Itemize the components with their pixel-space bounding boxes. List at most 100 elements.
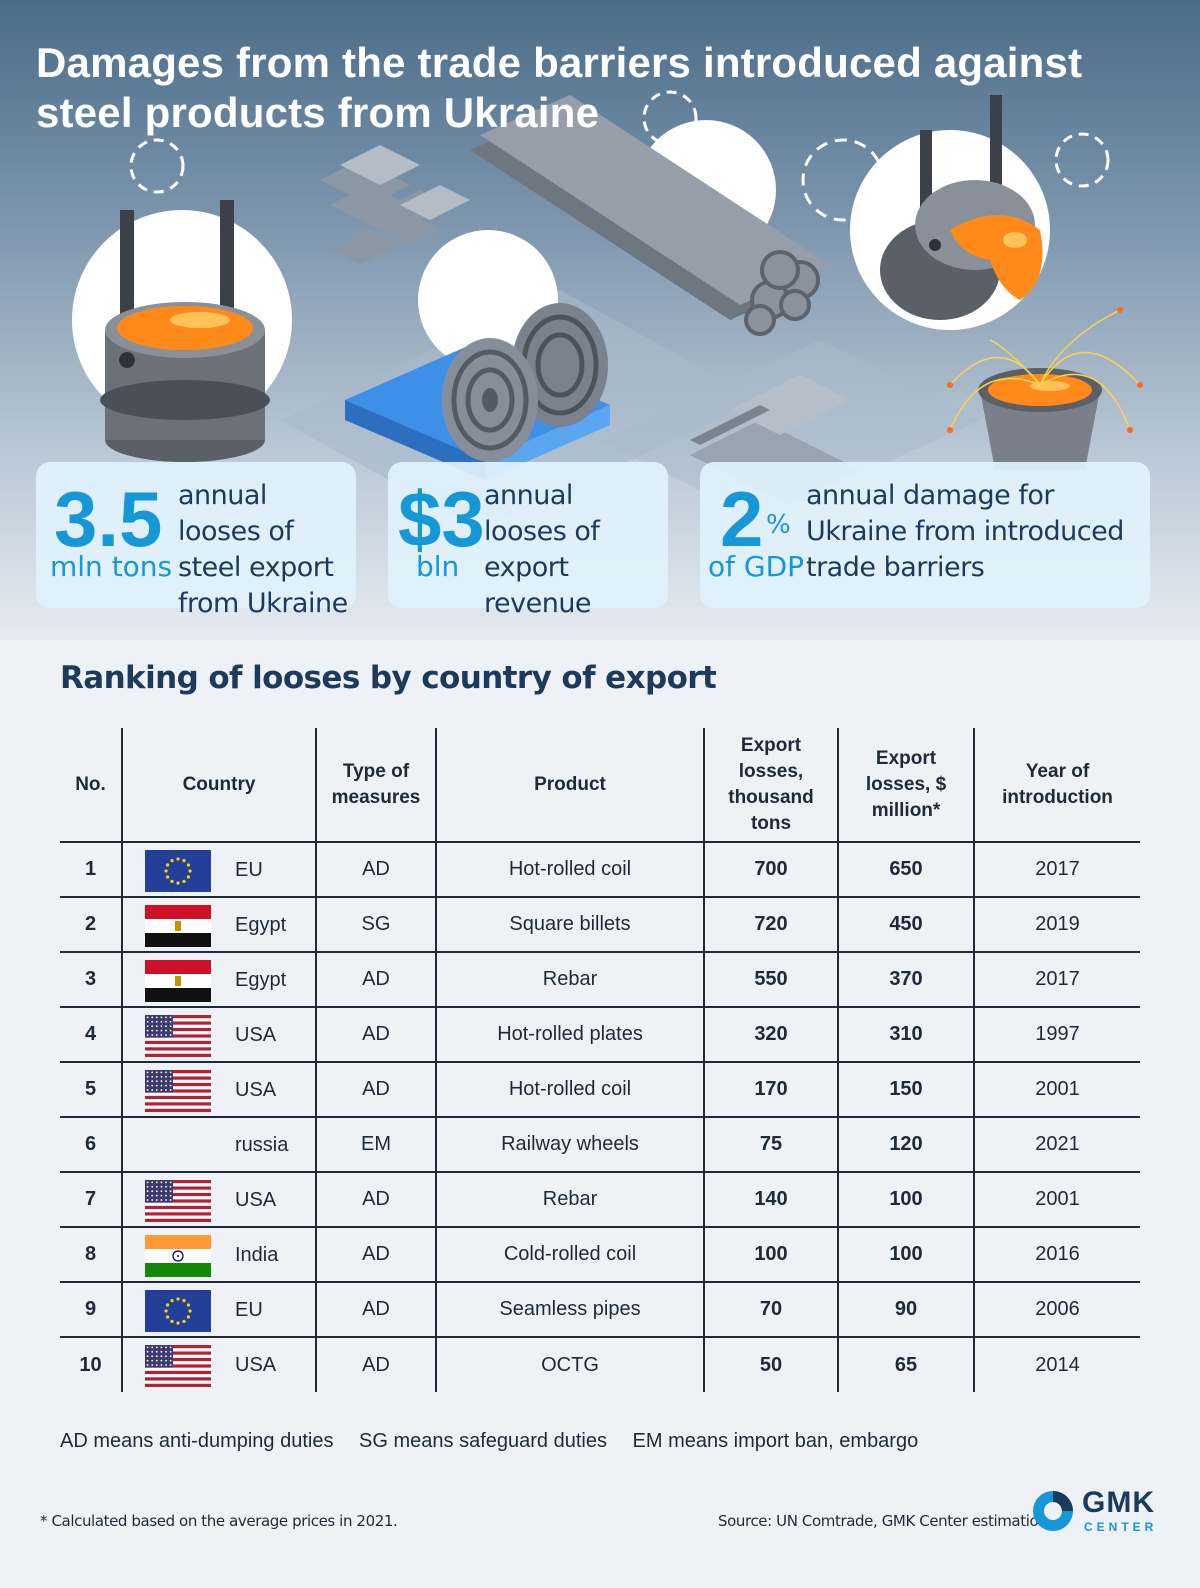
losses-usd: 65 [837, 1337, 974, 1392]
measures-legend: AD means anti-dumping duties SG means sa… [60, 1430, 938, 1453]
year-introduced: 2021 [973, 1117, 1140, 1173]
year-introduced: 2017 [973, 952, 1140, 1008]
country-name: India [235, 1244, 279, 1266]
product-name: Hot-rolled coil [435, 1062, 704, 1118]
pipes-icon [470, 95, 830, 336]
losses-tons: 170 [703, 1062, 838, 1118]
row-number: 8 [60, 1227, 122, 1283]
losses-usd: 310 [837, 1007, 974, 1063]
legend-sg: SG means safeguard duties [359, 1430, 607, 1452]
year-introduced: 1997 [973, 1007, 1140, 1063]
product-name: OCTG [435, 1337, 704, 1392]
losses-tons: 140 [703, 1172, 838, 1228]
country-cell: USA [121, 1337, 316, 1392]
product-name: Cold-rolled coil [435, 1227, 704, 1283]
country-name: USA [235, 1024, 277, 1046]
logo-icon [1033, 1491, 1073, 1531]
egypt-flag-icon [145, 960, 211, 1002]
country-cell: India [121, 1227, 316, 1283]
losses-usd: 90 [837, 1282, 974, 1338]
year-introduced: 2001 [973, 1172, 1140, 1228]
measure-type: AD [315, 1337, 436, 1392]
losses-usd: 450 [837, 897, 974, 953]
hero-banner: Damages from the trade barriers introduc… [0, 0, 1200, 640]
india-flag-icon [145, 1235, 211, 1277]
stat-unit: mln tons [50, 550, 173, 583]
country-cell: USA [121, 1172, 316, 1228]
losses-tons: 550 [703, 952, 838, 1008]
col-header-country: Country [121, 728, 316, 843]
year-introduced: 2014 [973, 1337, 1140, 1392]
measure-type: AD [315, 842, 436, 898]
stat-card-export-tons: 3.5 mln tons annual looses of steel expo… [36, 462, 356, 619]
row-number: 7 [60, 1172, 122, 1228]
year-introduced: 2017 [973, 842, 1140, 898]
losses-tons: 50 [703, 1337, 838, 1392]
measure-type: SG [315, 897, 436, 953]
country-name: Egypt [235, 969, 287, 991]
pouring-ladle-icon [880, 95, 1043, 320]
stat-value: 2 [720, 475, 764, 563]
table-row: 4 USA AD Hot-rolled plates 320 310 1997 [60, 1007, 1140, 1063]
stat-card-export-revenue: $3 bln annual looses of export revenue [388, 462, 668, 619]
col-header-no: No. [60, 728, 122, 843]
losses-usd: 120 [837, 1117, 974, 1173]
measure-type: AD [315, 1062, 436, 1118]
steel-coils-icon [345, 303, 610, 480]
row-number: 1 [60, 842, 122, 898]
col-header-losses-usd: Export losses, $ million* [837, 728, 974, 843]
country-name: USA [235, 1189, 277, 1211]
stat-description: annual looses of steel export from Ukrai… [178, 480, 348, 619]
year-introduced: 2019 [973, 897, 1140, 953]
country-cell: russia [121, 1117, 316, 1173]
steel-illustration [72, 90, 1143, 530]
product-name: Railway wheels [435, 1117, 704, 1173]
measure-type: AD [315, 1227, 436, 1283]
eu-flag-icon [145, 1290, 211, 1332]
stat-value: $3 [398, 475, 485, 563]
row-number: 2 [60, 897, 122, 953]
measure-type: AD [315, 1007, 436, 1063]
col-header-product: Product [435, 728, 704, 843]
col-header-measures: Type of measures [315, 728, 436, 843]
col-header-losses-tons: Export losses, thousand tons [703, 728, 838, 843]
measure-type: AD [315, 952, 436, 1008]
egypt-flag-icon [145, 905, 211, 947]
year-introduced: 2016 [973, 1227, 1140, 1283]
stat-percent: % [766, 510, 791, 540]
table-row: 5 USA AD Hot-rolled coil 170 150 2001 [60, 1062, 1140, 1118]
country-cell: Egypt [121, 897, 316, 953]
product-name: Rebar [435, 1172, 704, 1228]
row-number: 10 [79, 1353, 102, 1376]
table-row: 7 USA AD Rebar 140 100 2001 [60, 1172, 1140, 1228]
table-row: 8 India AD Cold-rolled coil 100 100 2016 [60, 1227, 1140, 1283]
source-note: Source: UN Comtrade, GMK Center estimati… [718, 1512, 1055, 1530]
losses-tons: 320 [703, 1007, 838, 1063]
table-row: 9 EU AD Seamless pipes 70 90 2006 [60, 1282, 1140, 1338]
table-row: 1 EU AD Hot-rolled coil 700 650 2017 [60, 842, 1140, 898]
row-number: 6 [60, 1117, 122, 1173]
stat-unit: of GDP [708, 550, 805, 583]
measure-type: EM [315, 1117, 436, 1173]
table-header-row: No. Country Type of measures Product Exp… [60, 728, 1140, 843]
year-introduced: 2006 [973, 1282, 1140, 1338]
gmk-center-logo: GMK CENTER [1030, 1486, 1170, 1536]
product-name: Hot-rolled plates [435, 1007, 704, 1063]
product-name: Seamless pipes [435, 1282, 704, 1338]
country-name: USA [235, 1354, 277, 1376]
country-cell: USA [121, 1007, 316, 1063]
country-name: russia [235, 1134, 289, 1156]
ladle-icon [100, 200, 270, 462]
losses-usd: 100 [837, 1227, 974, 1283]
stat-card-gdp-damage: 2 % of GDP annual damage for Ukraine fro… [700, 462, 1150, 608]
footnote: * Calculated based on the average prices… [40, 1512, 398, 1530]
losses-usd: 150 [837, 1062, 974, 1118]
product-name: Hot-rolled coil [435, 842, 704, 898]
product-name: Square billets [435, 897, 704, 953]
measure-type: AD [315, 1282, 436, 1338]
row-number: 4 [60, 1007, 122, 1063]
losses-tons: 720 [703, 897, 838, 953]
stat-value: 3.5 [54, 475, 163, 563]
stat-description: annual looses of export revenue [484, 480, 600, 619]
stat-unit: bln [416, 550, 460, 583]
